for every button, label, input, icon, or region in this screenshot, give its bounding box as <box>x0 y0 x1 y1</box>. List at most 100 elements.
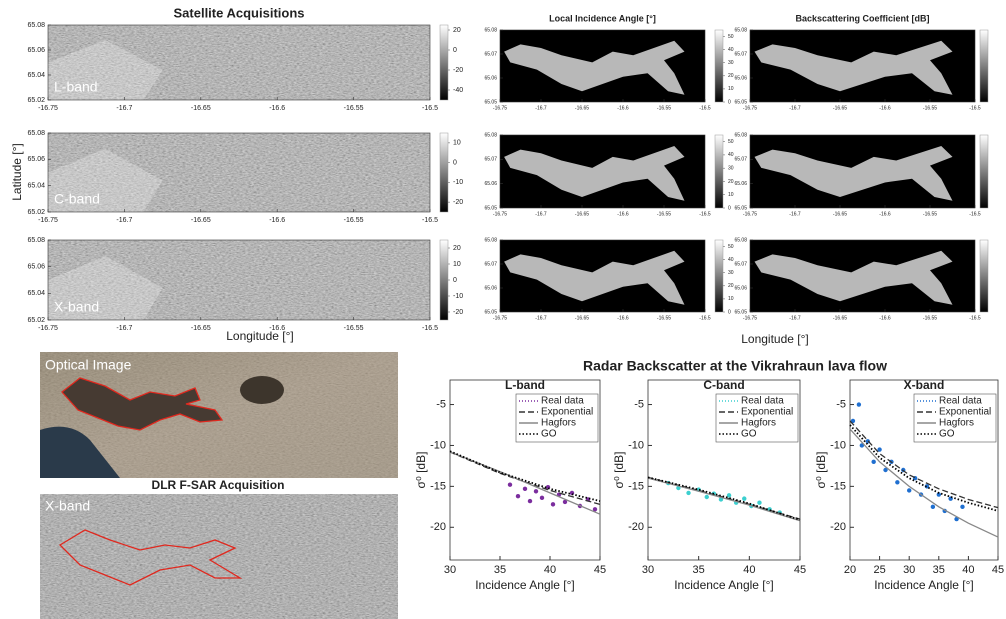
x-tick-label: -16.75 <box>38 105 58 112</box>
colorbar-tick-label: 20 <box>728 73 734 79</box>
colorbar-tick-label: 0 <box>453 277 457 284</box>
colorbar-tick-label: 10 <box>728 86 734 92</box>
y-tick-label: 65.06 <box>27 156 45 163</box>
x-tick-label: 30 <box>642 564 654 576</box>
x-tick-label: -16.75 <box>743 315 757 321</box>
colorbar-tick-label: 0 <box>728 205 731 211</box>
colorbar-tick-label: 40 <box>728 257 734 263</box>
x-axis-label: Incidence Angle [°] <box>475 578 575 592</box>
colorbar-tick-label: 10 <box>728 296 734 302</box>
x-tick-label: -16.7 <box>535 211 547 217</box>
y-tick-label: 65.08 <box>484 237 497 243</box>
data-point <box>534 489 538 493</box>
y-tick-label: -5 <box>436 398 446 410</box>
chart-title: C-band <box>703 378 744 392</box>
y-tick-label: 65.04 <box>27 183 45 190</box>
legend-label: GO <box>939 429 955 440</box>
legend-label: Hagfors <box>541 418 576 429</box>
x-tick-label: -16.65 <box>833 211 847 217</box>
y-tick-label: 65.02 <box>27 209 45 216</box>
x-tick-label: -16.65 <box>191 325 211 332</box>
y-tick-label: 65.07 <box>484 157 497 163</box>
x-tick-label: -16.65 <box>191 217 211 224</box>
x-tick-label: -16.75 <box>493 315 507 321</box>
fsar-title: DLR F-SAR Acquisition <box>152 478 285 492</box>
y-tick-label: -20 <box>830 521 846 533</box>
colorbar-tick-label: 10 <box>453 261 461 268</box>
x-tick-label: -16.6 <box>879 105 891 111</box>
x-axis-label: Longitude [°] <box>741 332 809 346</box>
colorbar <box>440 240 448 320</box>
colorbar-tick-label: -10 <box>453 179 463 186</box>
data-point <box>757 501 761 505</box>
colorbar-tick-label: 0 <box>453 159 457 166</box>
y-tick-label: -15 <box>830 480 846 492</box>
y-tick-label: 65.05 <box>484 99 497 105</box>
colorbar-tick-label: 20 <box>728 179 734 185</box>
colorbar-tick-label: 50 <box>728 139 734 145</box>
y-tick-label: 65.02 <box>27 317 45 324</box>
colorbar-tick-label: 30 <box>728 270 734 276</box>
optical-image: Optical Image <box>40 352 398 478</box>
x-tick-label: 40 <box>962 564 974 576</box>
x-tick-label: -16.65 <box>833 315 847 321</box>
figure-title: Radar Backscatter at the Vikrahraun lava… <box>583 358 887 374</box>
legend-label: GO <box>741 429 757 440</box>
x-tick-label: -16.5 <box>699 315 711 321</box>
y-tick-label: -10 <box>628 439 644 451</box>
y-tick-label: 65.07 <box>484 51 497 57</box>
colorbar-tick-label: 20 <box>728 283 734 289</box>
chart-title: Satellite Acquisitions <box>174 5 305 20</box>
y-tick-label: 65.08 <box>734 237 747 243</box>
legend-label: Hagfors <box>741 418 776 429</box>
x-tick-label: -16.6 <box>617 211 629 217</box>
x-tick-label: 35 <box>933 564 945 576</box>
colorbar-tick-label: 40 <box>728 47 734 53</box>
x-tick-label: -16.6 <box>269 105 285 112</box>
y-tick-label: 65.06 <box>484 285 497 291</box>
x-tick-label: 20 <box>844 564 856 576</box>
fsar-label: X-band <box>45 498 90 514</box>
x-tick-label: -16.7 <box>535 105 547 111</box>
x-tick-label: -16.5 <box>699 211 711 217</box>
legend-label: Real data <box>741 396 784 407</box>
y-tick-label: -20 <box>628 521 644 533</box>
x-tick-label: 40 <box>743 564 755 576</box>
x-tick-label: -16.55 <box>923 211 937 217</box>
y-tick-label: -5 <box>634 398 644 410</box>
chart-title: Local Incidence Angle [°] <box>549 13 656 23</box>
data-point <box>931 505 935 509</box>
y-tick-label: 65.07 <box>734 51 747 57</box>
data-point <box>895 480 899 484</box>
data-point <box>857 402 861 406</box>
x-tick-label: -16.65 <box>833 105 847 111</box>
legend-label: Real data <box>541 396 584 407</box>
colorbar-tick-label: 10 <box>728 192 734 198</box>
y-tick-label: 65.04 <box>27 290 45 297</box>
colorbar-tick-label: 50 <box>728 34 734 40</box>
y-tick-label: 65.06 <box>484 75 497 81</box>
x-tick-label: -16.6 <box>617 315 629 321</box>
y-tick-label: 65.07 <box>734 261 747 267</box>
y-tick-label: -10 <box>830 439 846 451</box>
colorbar <box>980 240 988 312</box>
y-tick-label: 65.08 <box>484 27 497 33</box>
y-tick-label: 65.05 <box>484 309 497 315</box>
x-tick-label: 30 <box>444 564 456 576</box>
x-tick-label: -16.5 <box>969 211 981 217</box>
y-tick-label: 65.05 <box>734 309 747 315</box>
fsar-image: DLR F-SAR Acquisition X-band <box>40 478 398 619</box>
x-tick-label: 25 <box>873 564 885 576</box>
y-tick-label: 65.07 <box>484 261 497 267</box>
data-point <box>907 488 911 492</box>
y-tick-label: -5 <box>836 398 846 410</box>
x-tick-label: -16.7 <box>116 105 132 112</box>
y-tick-label: 65.05 <box>484 205 497 211</box>
y-tick-label: 65.05 <box>734 205 747 211</box>
y-axis-label: σ⁰ [dB] <box>814 452 828 489</box>
colorbar <box>980 135 988 208</box>
data-point <box>540 496 544 500</box>
y-tick-label: 65.02 <box>27 97 45 104</box>
x-tick-label: -16.7 <box>116 217 132 224</box>
y-tick-label: 65.08 <box>27 22 45 29</box>
